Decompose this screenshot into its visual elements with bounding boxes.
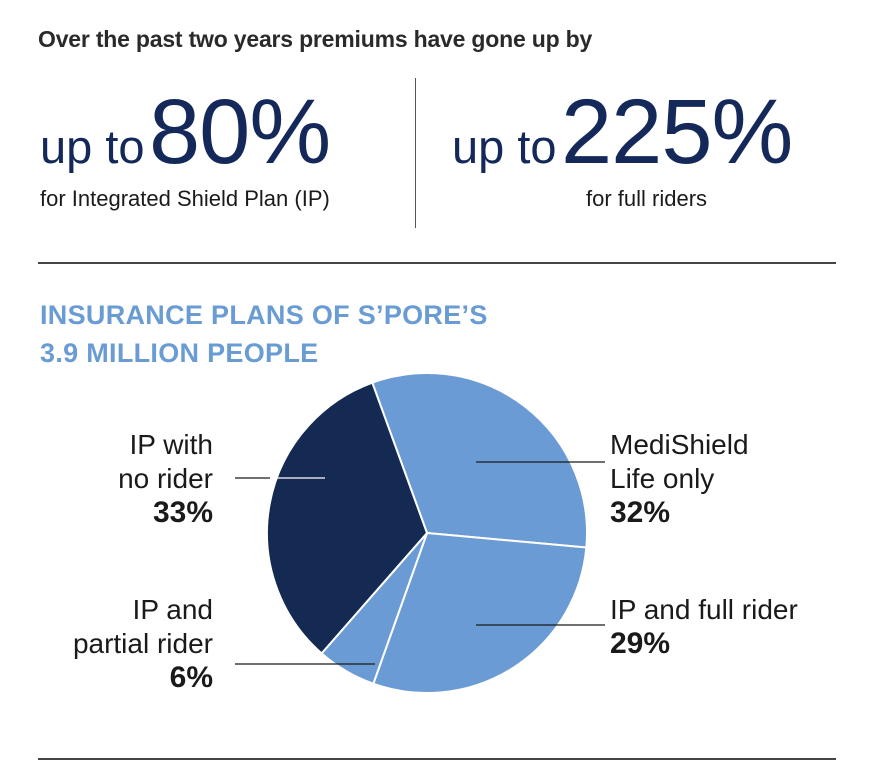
bottom-divider (38, 758, 836, 760)
slice-value-medishield: 32% (610, 496, 671, 529)
chart-title: INSURANCE PLANS OF S’PORE’S 3.9 MILLION … (40, 296, 488, 372)
pie-leader-lines (235, 461, 605, 665)
chart-title-line-1: INSURANCE PLANS OF S’PORE’S (40, 300, 488, 330)
slice-value-partial-rider: 6% (169, 661, 213, 694)
stat-ip-caption: for Integrated Shield Plan (IP) (40, 186, 330, 211)
headline: Over the past two years premiums have go… (38, 26, 593, 52)
stat-ip-value: 80% (149, 81, 331, 183)
slice-label-medishield: MediShield Life only 32% (610, 428, 749, 530)
slice-label-full-rider-line-1: IP and full rider (610, 594, 798, 625)
slice-value-no-rider: 33% (152, 496, 213, 529)
vertical-divider (415, 78, 416, 228)
slice-value-full-rider: 29% (610, 627, 671, 660)
slice-label-no-rider: IP with no rider 33% (118, 428, 213, 530)
slice-label-partial-rider: IP and partial rider 6% (73, 593, 213, 695)
slice-label-no-rider-line-1: IP with (129, 429, 213, 460)
slice-label-partial-rider-line-2: partial rider (72, 628, 213, 659)
stat-ip-prefix: up to (40, 120, 145, 173)
pie-slice-medishield (370, 372, 588, 549)
chart-title-line-2: 3.9 MILLION PEOPLE (40, 338, 319, 368)
stat-ip: up to 80% (40, 80, 331, 185)
stat-riders-caption: for full riders (586, 186, 708, 211)
slice-label-medishield-line-2: Life only (610, 463, 715, 494)
slice-label-partial-rider-line-1: IP and (132, 594, 213, 625)
slice-label-full-rider: IP and full rider 29% (610, 593, 798, 661)
stat-riders: up to 225% (452, 80, 793, 185)
slice-label-no-rider-line-2: no rider (118, 463, 213, 494)
pie-slices (266, 372, 588, 694)
slice-label-medishield-line-1: MediShield (610, 429, 749, 460)
stat-riders-value: 225% (561, 81, 793, 183)
stat-riders-prefix: up to (452, 120, 557, 173)
pie-slice-no-rider (266, 381, 429, 655)
pie-slice-full-rider (372, 531, 588, 694)
top-divider (38, 262, 836, 264)
